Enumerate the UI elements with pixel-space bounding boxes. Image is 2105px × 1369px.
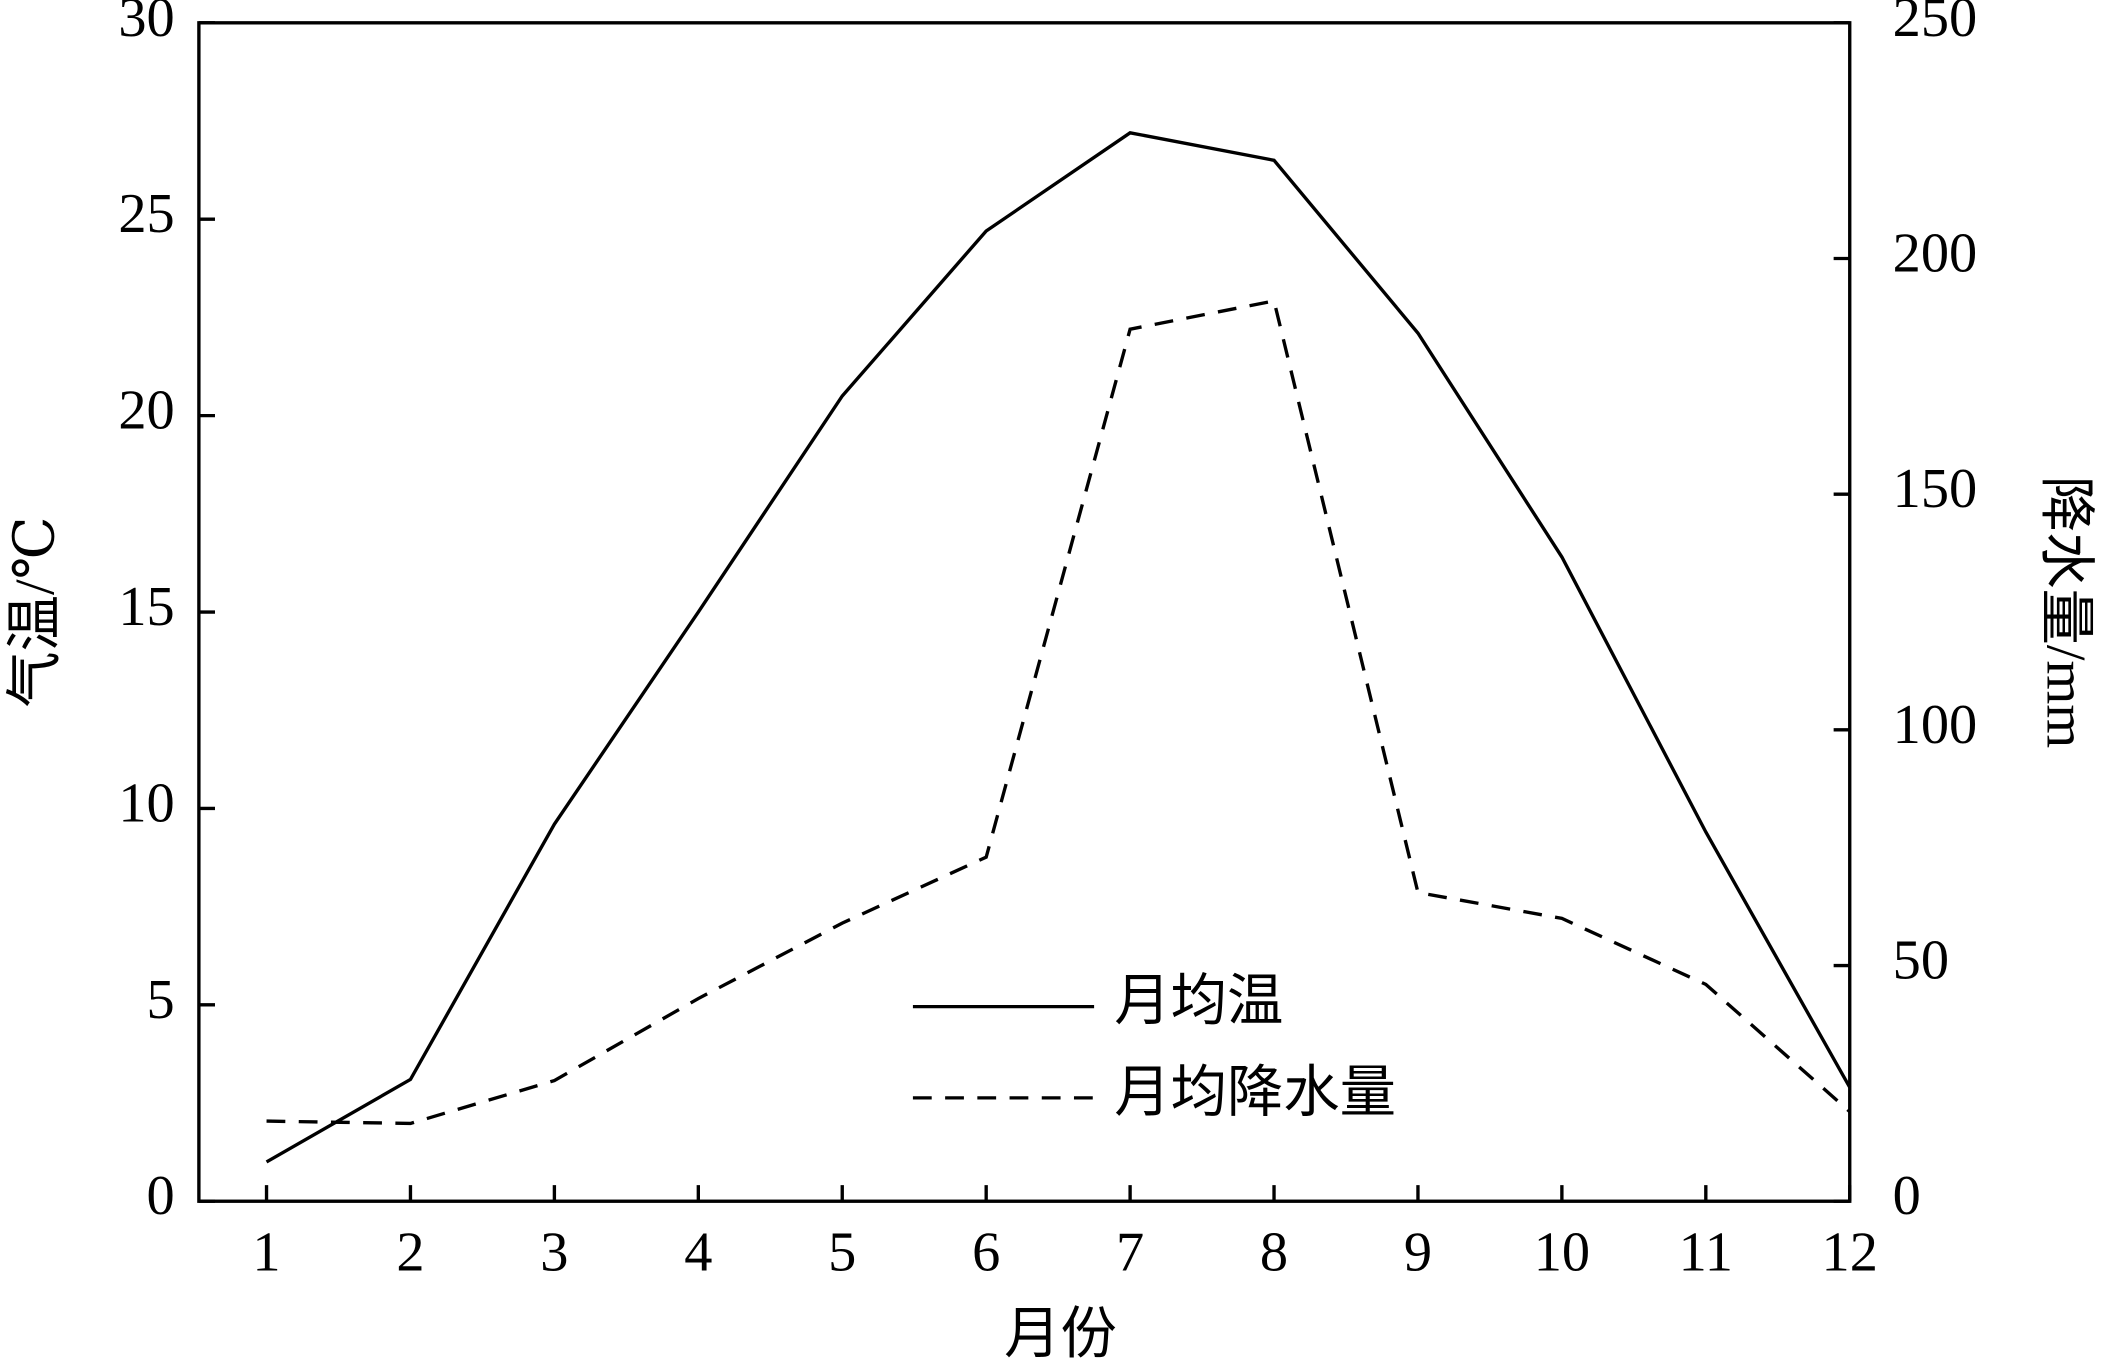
- x-tick-label: 4: [684, 1222, 712, 1284]
- y-tick-label: 0: [147, 1165, 175, 1227]
- y2-tick-label: 0: [1893, 1165, 1921, 1227]
- legend-label: 月均降水量: [1114, 1062, 1396, 1124]
- y-tick-label: 10: [118, 772, 174, 834]
- y2-tick-label: 250: [1893, 0, 1978, 49]
- x-tick-label: 10: [1534, 1222, 1590, 1284]
- x-tick-label: 1: [252, 1222, 280, 1284]
- x-tick-label: 5: [828, 1222, 856, 1284]
- x-tick-label: 11: [1679, 1222, 1733, 1284]
- x-tick-label: 12: [1822, 1222, 1878, 1284]
- y-tick-label: 15: [118, 576, 174, 638]
- x-tick-label: 2: [396, 1222, 424, 1284]
- y-axis-label: 气温/℃: [4, 516, 66, 707]
- x-tick-label: 7: [1116, 1222, 1144, 1284]
- y2-tick-label: 50: [1893, 929, 1949, 991]
- series-line: [266, 298, 1851, 1126]
- x-axis-label: 月份: [1004, 1303, 1117, 1365]
- x-tick-label: 9: [1404, 1222, 1432, 1284]
- y-tick-label: 20: [118, 380, 174, 442]
- x-tick-label: 3: [540, 1222, 568, 1284]
- y-tick-label: 30: [118, 0, 174, 49]
- legend-label: 月均温: [1114, 971, 1283, 1033]
- y2-axis-label: 降水量/mm: [2035, 476, 2097, 748]
- x-tick-label: 8: [1260, 1222, 1288, 1284]
- x-tick-label: 6: [972, 1222, 1000, 1284]
- plot-frame: [197, 21, 1852, 1203]
- y2-tick-label: 100: [1893, 694, 1978, 756]
- y-tick-label: 25: [118, 183, 174, 245]
- series-line: [265, 131, 1852, 1164]
- y2-tick-label: 150: [1893, 458, 1978, 520]
- y2-tick-label: 200: [1893, 222, 1978, 284]
- y-tick-label: 5: [147, 969, 175, 1031]
